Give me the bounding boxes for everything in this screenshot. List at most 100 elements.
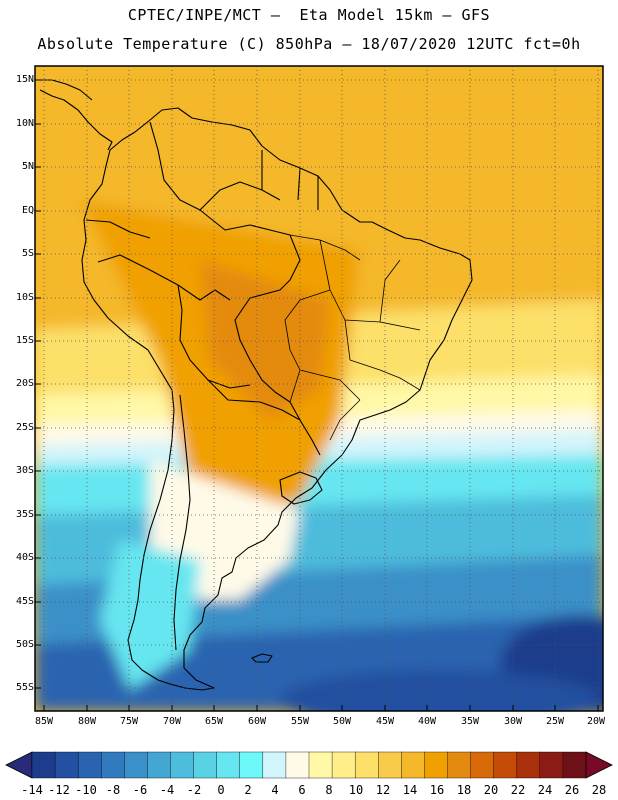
chart-subtitle: Absolute Temperature (C) 850hPa – 18/07/… [37, 35, 581, 53]
lat-label-25s: 25S [15, 422, 34, 433]
colorbar-cell [239, 751, 264, 779]
lat-label-40s: 40S [15, 552, 34, 563]
colorbar-cell [124, 751, 148, 779]
country-borders [39, 79, 473, 691]
colorbar-label: -12 [48, 783, 70, 797]
field-warm-core [200, 260, 330, 420]
lat-label-55s: 55S [15, 682, 34, 693]
colorbar-cell [447, 751, 472, 779]
colorbar-cell [378, 751, 402, 779]
border-argentina-north [207, 379, 301, 421]
colorbar-label: 26 [564, 783, 580, 797]
field-cold-andes [100, 540, 200, 690]
colorbar-label: 24 [537, 783, 553, 797]
lon-label-30w: 30W [503, 716, 523, 727]
lat-label-15n: 15N [15, 74, 34, 85]
uruguay-outline [279, 471, 323, 505]
colorbar-cell [539, 751, 564, 779]
colorbar-cell [331, 751, 356, 779]
colorbar-cell [424, 751, 449, 779]
colorbar-high-arrow [585, 751, 613, 779]
lat-label-20s: 20S [15, 378, 34, 389]
lon-label-50w: 50W [332, 716, 352, 727]
colorbar-cell [470, 751, 495, 779]
colorbar-label: 18 [456, 783, 472, 797]
border-guianas [261, 150, 319, 210]
colorbar-cell [493, 751, 518, 779]
colorbar-label: -6 [132, 783, 148, 797]
colorbar-cell [285, 751, 310, 779]
colorbar-label: -8 [105, 783, 121, 797]
lat-label-5n: 5N [21, 161, 34, 172]
colorbar-label: -14 [21, 783, 43, 797]
falkland-islands [251, 653, 273, 663]
lon-label-25w: 25W [545, 716, 565, 727]
lat-label-45s: 45S [15, 596, 34, 607]
map-frame [34, 65, 604, 712]
lon-label-55w: 55W [290, 716, 310, 727]
colorbar-low-arrow [5, 751, 33, 779]
border-peru-bolivia [97, 254, 251, 389]
colorbar-cell [562, 751, 587, 779]
lon-label-80w: 80W [77, 716, 97, 727]
colorbar-cell [170, 751, 195, 779]
field-cold-south [280, 670, 600, 711]
colorbar [5, 751, 613, 779]
colorbar-label: 10 [348, 783, 364, 797]
colorbar-cell [262, 751, 287, 779]
colorbar-cell [401, 751, 425, 779]
chart-title: CPTEC/INPE/MCT – Eta Model 15km – GFS [127, 6, 491, 24]
colorbar-label: 4 [271, 783, 279, 797]
lat-label-15s: 15S [15, 335, 34, 346]
lat-label-5s: 5S [21, 248, 34, 259]
lon-label-70w: 70W [162, 716, 182, 727]
colorbar-label: 2 [244, 783, 252, 797]
colorbar-cell [77, 751, 102, 779]
lat-label-10n: 10N [15, 118, 34, 129]
temperature-field [35, 66, 603, 711]
colorbar-cell [308, 751, 333, 779]
colorbar-cell [31, 751, 56, 779]
colorbar-label: 28 [591, 783, 607, 797]
lat-label-eq: EQ [21, 205, 34, 216]
colorbar-cells [31, 751, 587, 779]
lon-label-40w: 40W [417, 716, 437, 727]
lon-label-45w: 45W [375, 716, 395, 727]
colorbar-label: 22 [510, 783, 526, 797]
coastline-south-america [81, 107, 473, 691]
colorbar-cell [54, 751, 79, 779]
lon-label-65w: 65W [204, 716, 224, 727]
colorbar-label: 16 [429, 783, 445, 797]
field-atlantic-warm [450, 200, 590, 280]
border-ecuador [85, 219, 151, 239]
border-brazil-west [199, 209, 321, 456]
colorbar-label: 8 [325, 783, 333, 797]
colorbar-label: -2 [186, 783, 202, 797]
colorbar-label: -4 [159, 783, 175, 797]
lon-label-60w: 60W [247, 716, 267, 727]
colorbar-label: 6 [298, 783, 306, 797]
lat-label-30s: 30S [15, 465, 34, 476]
colorbar-label: 0 [217, 783, 225, 797]
border-argentina-chile [173, 394, 191, 651]
graticule [35, 66, 603, 711]
lon-label-35w: 35W [460, 716, 480, 727]
colorbar-cell [101, 751, 125, 779]
colorbar-cell [354, 751, 379, 779]
lon-label-20w: 20W [586, 716, 606, 727]
colorbar-cell [147, 751, 171, 779]
colorbar-cell [516, 751, 541, 779]
border-colombia-venezuela [149, 121, 281, 211]
lat-label-10s: 10S [15, 292, 34, 303]
lat-label-35s: 35S [15, 509, 34, 520]
lon-label-85w: 85W [34, 716, 54, 727]
axis-ticks [35, 79, 599, 711]
lon-label-75w: 75W [119, 716, 139, 727]
colorbar-label: -10 [75, 783, 97, 797]
colorbar-label: 12 [375, 783, 391, 797]
colorbar-cell [216, 751, 241, 779]
lat-label-50s: 50S [15, 639, 34, 650]
state-borders-brazil [284, 234, 421, 441]
colorbar-label: 20 [483, 783, 499, 797]
